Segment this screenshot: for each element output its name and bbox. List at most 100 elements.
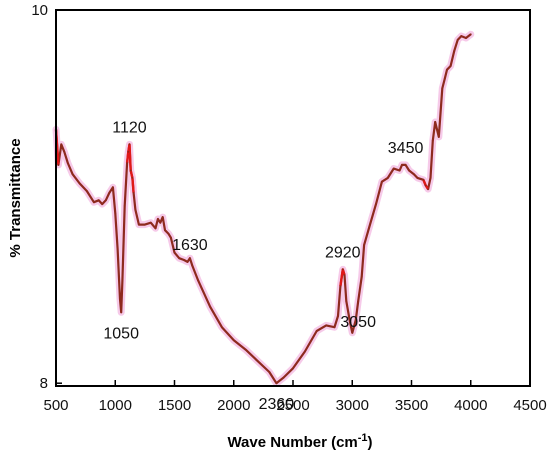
spectrum-point bbox=[275, 382, 278, 385]
spectrum-point bbox=[304, 350, 306, 353]
spectrum-point bbox=[104, 199, 107, 202]
spectrum-point bbox=[114, 212, 117, 215]
spectrum-point bbox=[360, 275, 363, 278]
y-axis-title: % Transmittance bbox=[7, 138, 24, 257]
spectrum-point bbox=[325, 324, 328, 327]
spectrum-point bbox=[292, 367, 294, 370]
spectrum-point bbox=[244, 348, 247, 351]
spectrum-point bbox=[343, 274, 346, 276]
x-axis-title-close: ) bbox=[368, 434, 373, 451]
spectrum-point bbox=[63, 150, 66, 153]
spectrum-point bbox=[116, 247, 119, 250]
spectrum-point bbox=[268, 371, 271, 373]
x-axis-title-main: Wave Number (cm bbox=[227, 434, 357, 451]
spectrum-point bbox=[85, 190, 88, 192]
spectrum-point bbox=[422, 178, 425, 181]
spectrum-point bbox=[123, 205, 126, 207]
x-tick-label: 4500 bbox=[513, 397, 546, 414]
spectrum-point bbox=[154, 227, 157, 230]
x-tick-label: 1500 bbox=[158, 397, 191, 414]
peak-annotation: 1050 bbox=[103, 325, 139, 342]
spectrum-point bbox=[441, 87, 444, 90]
spectrum-point bbox=[134, 208, 137, 211]
spectrum-point bbox=[404, 164, 407, 166]
spectrum-point bbox=[221, 326, 223, 329]
spectrum-point bbox=[363, 244, 365, 247]
peak-annotation: 1630 bbox=[172, 237, 208, 254]
peak-annotation: 3450 bbox=[388, 140, 424, 157]
spectrum-point bbox=[197, 279, 200, 282]
spectrum-point bbox=[132, 192, 135, 194]
spectrum-point bbox=[209, 305, 212, 308]
x-tick-label: 2500 bbox=[276, 397, 309, 414]
spectrum-point bbox=[232, 339, 235, 342]
spectrum-point bbox=[446, 68, 448, 71]
spectrum-point bbox=[392, 167, 395, 170]
peak-annotation: 2360 bbox=[259, 396, 295, 413]
spectrum-point bbox=[386, 177, 389, 179]
spectrum-point bbox=[138, 223, 140, 226]
spectrum-point bbox=[127, 150, 130, 153]
spectrum-point bbox=[112, 186, 114, 189]
spectrum-point bbox=[108, 192, 111, 194]
x-tick-label: 4000 bbox=[454, 397, 487, 414]
spectrum-point bbox=[119, 298, 121, 301]
spectrum-point bbox=[170, 236, 172, 239]
spectrum-point bbox=[256, 359, 259, 362]
spectrum-point bbox=[456, 39, 459, 41]
spectrum-point bbox=[349, 320, 351, 323]
x-tick-label: 500 bbox=[43, 397, 68, 414]
spectrum-point bbox=[173, 251, 176, 254]
spectrum-point bbox=[282, 376, 285, 379]
spectrum-point bbox=[460, 35, 463, 37]
spectrum-point bbox=[178, 257, 181, 260]
spectrum-point bbox=[97, 199, 100, 202]
spectrum-point bbox=[354, 318, 357, 321]
spectrum-point bbox=[443, 78, 446, 80]
axes-group: 500 1000 1500 2000 2500 3000 3500 4000 4500 8 10 11… bbox=[31, 2, 546, 414]
spectrum-point bbox=[339, 285, 342, 288]
spectrum-point bbox=[167, 233, 170, 235]
spectrum-point bbox=[183, 259, 185, 261]
x-tick-label: 3000 bbox=[336, 397, 369, 414]
peak-annotation: 3050 bbox=[340, 314, 376, 331]
spectrum-point bbox=[429, 177, 432, 179]
spectrum-point bbox=[465, 37, 467, 39]
spectrum-point bbox=[101, 203, 104, 206]
spectrum-point bbox=[424, 184, 427, 187]
x-axis-title-superscript: -1 bbox=[358, 432, 368, 444]
spectrum-point bbox=[93, 201, 95, 204]
x-tick-label: 2000 bbox=[217, 397, 250, 414]
peak-annotation: 1120 bbox=[112, 119, 147, 136]
spectrum-point bbox=[381, 180, 383, 183]
spectrum-point bbox=[161, 216, 164, 219]
spectrum-point bbox=[333, 326, 336, 329]
spectrum-point bbox=[341, 268, 344, 271]
spectrum-point bbox=[337, 315, 339, 317]
spectrum-point bbox=[369, 223, 371, 226]
spectrum-point bbox=[434, 121, 437, 123]
y-tick-label: 10 bbox=[31, 2, 48, 19]
spectrum-point bbox=[315, 330, 318, 332]
spectrum-point bbox=[157, 218, 159, 220]
spectrum-point bbox=[453, 50, 456, 52]
x-axis-title: Wave Number (cm-1) bbox=[227, 432, 372, 451]
spectrum-point bbox=[427, 188, 429, 191]
spectrum-point bbox=[57, 164, 60, 166]
spectrum-point bbox=[149, 221, 152, 224]
spectrum-point bbox=[469, 33, 472, 36]
spectrum-point bbox=[189, 257, 191, 260]
x-tick-label: 1000 bbox=[99, 397, 132, 414]
spectrum-point bbox=[351, 331, 354, 334]
spectrum-point bbox=[120, 311, 123, 314]
spectrum-point bbox=[78, 182, 81, 185]
spectrum-point bbox=[416, 177, 419, 179]
spectrum-point bbox=[71, 173, 74, 176]
spectrum-point bbox=[398, 169, 401, 172]
y-tick-label: 8 bbox=[40, 375, 48, 392]
spectrum-accent-segment bbox=[125, 143, 135, 193]
spectrum-point bbox=[191, 264, 194, 267]
spectrum-point bbox=[159, 221, 162, 224]
x-tick-label: 3500 bbox=[395, 397, 428, 414]
